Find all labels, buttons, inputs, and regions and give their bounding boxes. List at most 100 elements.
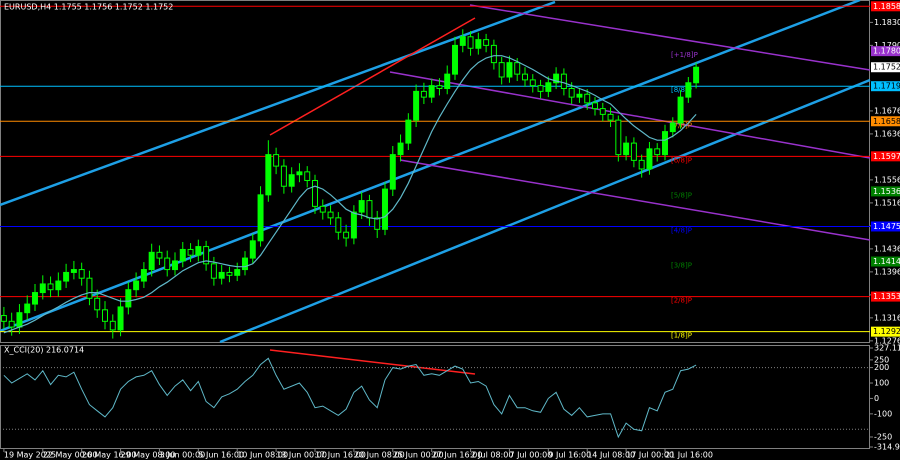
level-label: 1.1475 <box>873 222 900 231</box>
x-tick-label: 13 Jun 00:00 <box>276 451 327 460</box>
candle-body <box>32 292 38 305</box>
candle-body <box>599 108 606 115</box>
candle-body <box>483 39 490 46</box>
candle-body <box>506 62 513 78</box>
candle-body <box>397 142 404 156</box>
y-tick-label: -250 <box>874 432 892 441</box>
candle-body <box>413 90 420 121</box>
moving-average <box>3 55 697 334</box>
candle-body <box>288 174 295 187</box>
candle-body <box>210 263 217 279</box>
cci-panel-frame <box>0 345 870 449</box>
level-tag: [1/8]P <box>671 332 692 340</box>
candle-body <box>607 113 614 121</box>
candle-body <box>350 211 357 239</box>
candle-body <box>358 200 365 213</box>
y-tick-label: 1.1396 <box>874 267 900 276</box>
candle-body <box>242 257 248 271</box>
level-label: 1.1292 <box>873 327 900 336</box>
y-tick-label: 100 <box>874 379 889 388</box>
x-tick-label: 17 Jul 00:00 <box>626 451 674 460</box>
candle-body <box>584 93 591 104</box>
candle-body <box>16 312 23 328</box>
y-tick-label: 1.1276 <box>874 336 900 345</box>
candle-body <box>638 159 645 170</box>
level-label-box <box>871 46 900 57</box>
level-tag: [5/8]P <box>671 191 692 199</box>
y-tick-label: 200 <box>874 363 889 372</box>
level-label: 1.1414 <box>873 257 900 266</box>
y-tick-label: 1.1790 <box>874 41 900 50</box>
candle-body <box>662 131 668 156</box>
candle-body <box>78 269 85 279</box>
candle-body <box>195 246 202 256</box>
x-tick-label: 25 Jun 00:00 <box>393 451 444 460</box>
candle-body <box>265 154 272 196</box>
candle-body <box>428 85 435 98</box>
x-tick-label: 10 Jun 08:00 <box>237 451 288 460</box>
candle-body <box>70 269 77 273</box>
candle-body <box>0 315 7 322</box>
candle-body <box>304 171 311 181</box>
level-tag: [2/8]P <box>671 297 692 305</box>
y-tick-label: 1.1556 <box>874 175 900 184</box>
y-tick-label: 1.1516 <box>874 198 900 207</box>
candle-body <box>459 36 466 46</box>
y-tick-label: 250 <box>874 355 889 364</box>
level-label: 1.1353 <box>873 292 900 301</box>
y-tick-label: 1.1830 <box>874 18 900 27</box>
candle-body <box>273 154 280 167</box>
y-tick-label: 1.1436 <box>874 244 900 253</box>
level-label: 1.1658 <box>873 117 900 126</box>
candle-body <box>249 240 256 259</box>
candle-body <box>537 85 544 92</box>
candle-body <box>86 277 93 299</box>
candle-body <box>257 194 264 242</box>
x-tick-label: 19 May 2025 <box>4 451 56 460</box>
candle-body <box>420 90 427 98</box>
candle-body <box>94 297 101 311</box>
candle-body <box>545 82 552 92</box>
y-tick-label: -100 <box>874 409 892 418</box>
candle-body <box>102 309 108 322</box>
y-tick-label: 327.116 <box>874 344 900 353</box>
x-tick-label: 9 Jul 16:00 <box>548 451 591 460</box>
candle-body <box>47 283 54 291</box>
level-label-box <box>871 1 900 12</box>
candle-body <box>389 154 396 190</box>
level-label-box <box>871 326 900 337</box>
price-title: EURUSD,H4 1.1755 1.1756 1.1752 1.1752 <box>4 3 173 12</box>
candle-body <box>343 231 350 239</box>
level-label-box <box>871 221 900 232</box>
level-tag: [6/8]P <box>671 156 692 164</box>
candle-body <box>576 93 583 98</box>
candle-body <box>475 39 482 49</box>
candle-body <box>312 179 318 207</box>
candle-body <box>179 248 186 262</box>
candle-body <box>164 257 171 271</box>
candle-body <box>592 102 598 110</box>
level-tag: [8/8]P <box>671 86 692 94</box>
candle-body <box>467 36 474 49</box>
price-panel-frame <box>0 0 870 343</box>
candle-body <box>24 303 31 314</box>
candle-body <box>382 188 388 230</box>
candle-body <box>553 73 560 84</box>
candle-body <box>156 251 163 259</box>
candle-body <box>133 280 140 291</box>
candle-body <box>654 148 661 156</box>
candle-body <box>366 200 373 219</box>
candle-body <box>646 148 653 170</box>
level-label: 1.1858 <box>873 2 900 11</box>
candle-body <box>39 283 46 294</box>
level-label-box <box>871 186 900 197</box>
y-tick-label: 0 <box>874 394 879 403</box>
cci-title: X_CCI(20) 216.0714 <box>4 346 84 355</box>
divergence-line <box>269 17 476 136</box>
candle-body <box>234 269 241 276</box>
current-price-label: 1.1752 <box>873 63 900 72</box>
y-tick-label: 1.1636 <box>874 129 900 138</box>
candle-body <box>203 246 210 265</box>
cci-line <box>3 357 697 439</box>
